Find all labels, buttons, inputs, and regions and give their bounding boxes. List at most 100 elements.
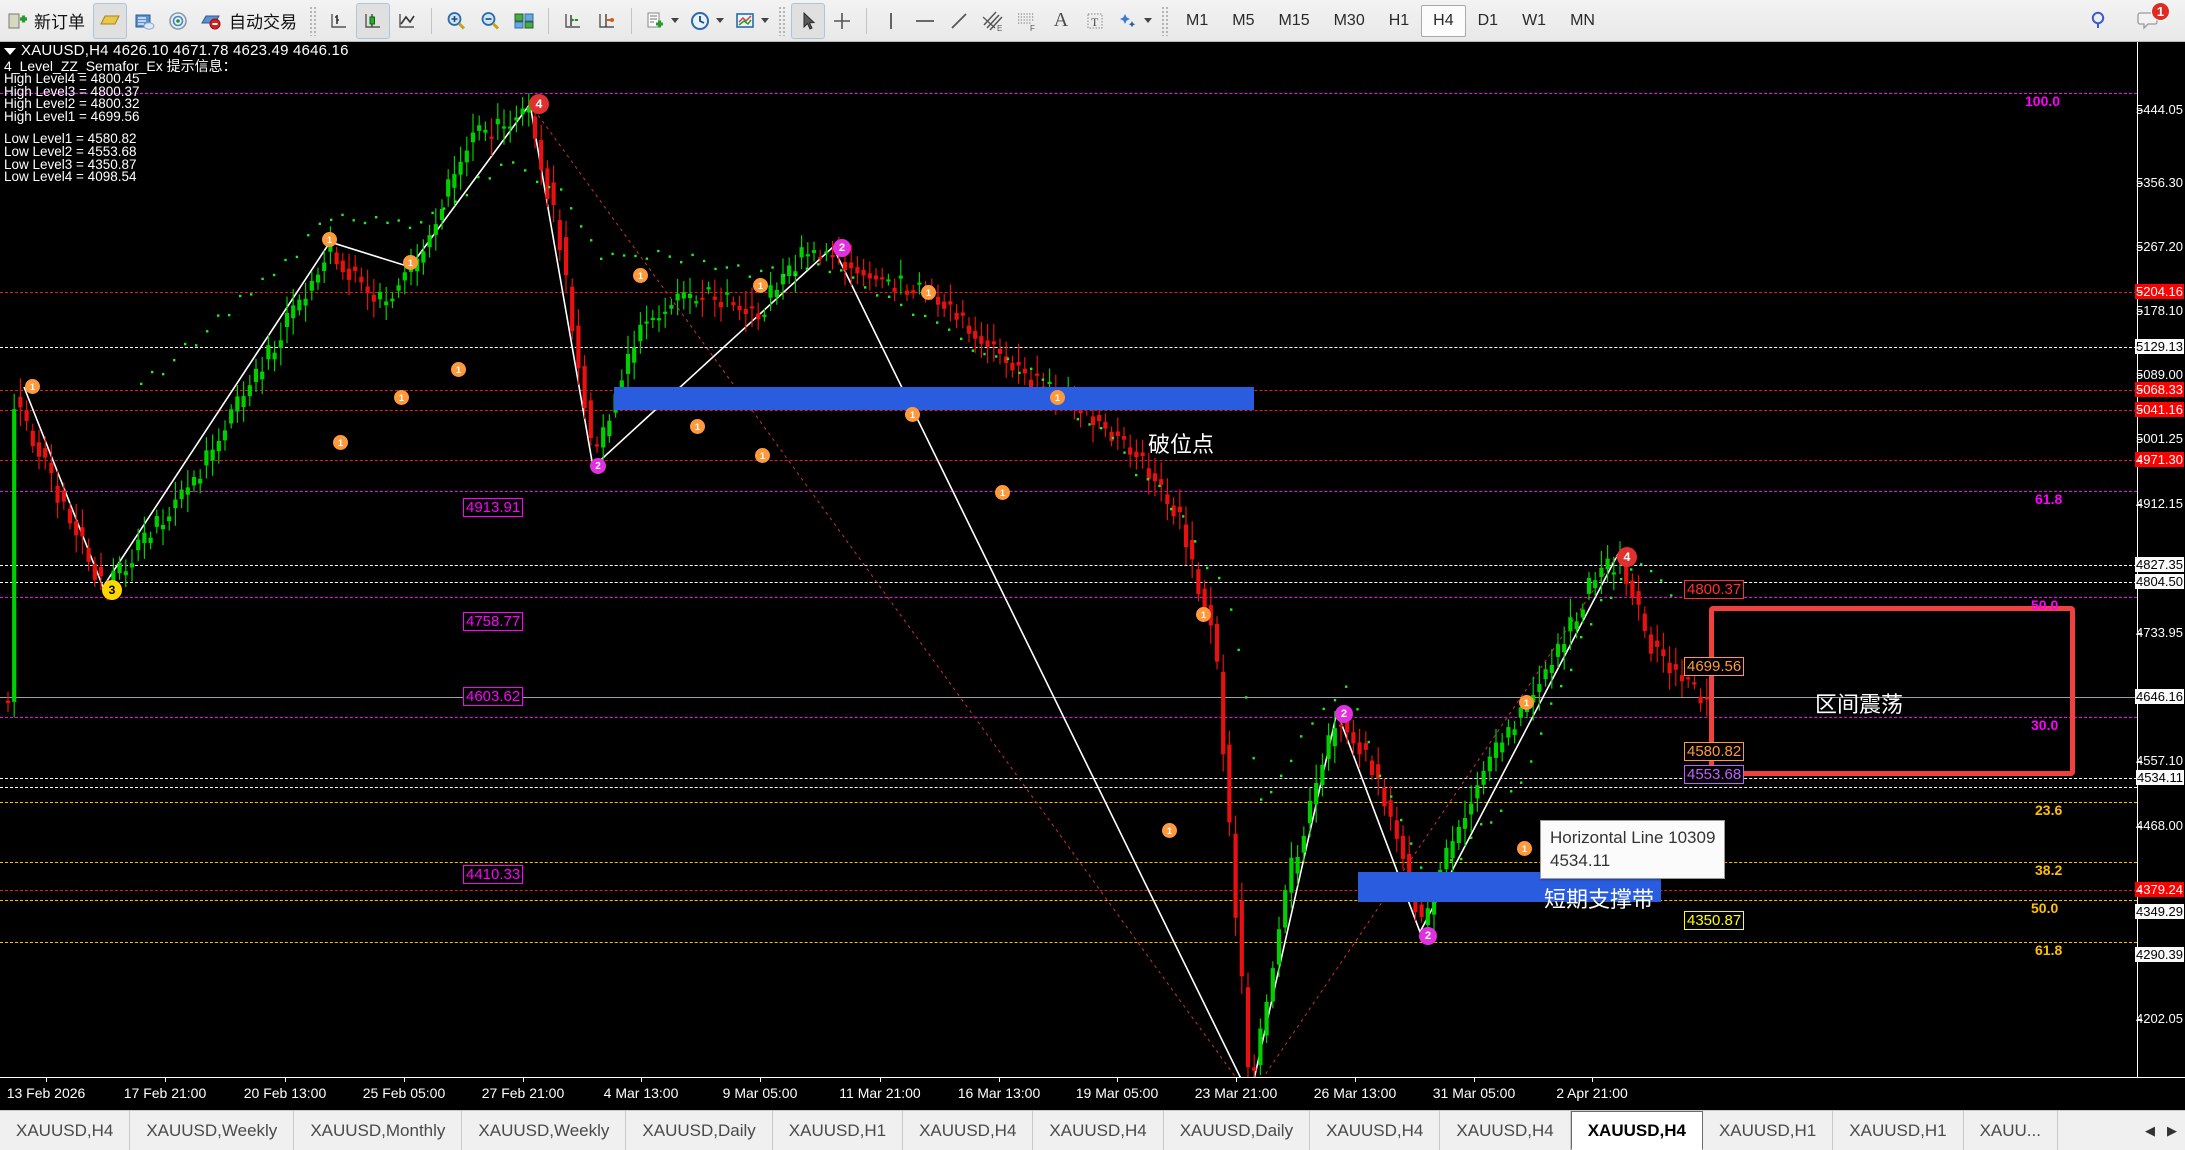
zoom-out-button[interactable] xyxy=(473,3,507,39)
timeframe-m5-button[interactable]: M5 xyxy=(1232,11,1255,29)
period-icon xyxy=(691,11,709,30)
horizontal-level-line[interactable] xyxy=(0,862,2137,863)
price-tag-4410.33[interactable]: 4410.33 xyxy=(463,865,524,884)
chart-container[interactable]: 破位点 区间震荡 短期支撑带 4 3 2 2 2 2 4 1 1 1 1 1 1 1 1 1 1 1 1 1 1 1 1 1 1 4… xyxy=(0,42,2185,1110)
chart-tab-4[interactable]: XAUUSD,Daily xyxy=(626,1111,773,1150)
templates-dropdown-caret[interactable] xyxy=(761,18,769,23)
search-button[interactable] xyxy=(2083,3,2117,39)
bar-chart-button[interactable] xyxy=(322,3,356,39)
chat-button[interactable]: 1 xyxy=(2131,1,2170,39)
chart-tab-10[interactable]: XAUUSD,H4 xyxy=(1440,1111,1571,1150)
shapes-button[interactable] xyxy=(1112,3,1157,39)
price-tag-4913.91[interactable]: 4913.91 xyxy=(463,498,524,517)
chart-tab-8[interactable]: XAUUSD,Daily xyxy=(1163,1111,1311,1150)
new-order-button[interactable]: 新订单 xyxy=(2,3,93,39)
chart-tab-5[interactable]: XAUUSD,H1 xyxy=(772,1111,904,1150)
timeframe-w1-button[interactable]: W1 xyxy=(1522,11,1547,29)
timeframe-m1-button[interactable]: M1 xyxy=(1186,11,1209,29)
tooltip-value: 4534.11 xyxy=(1550,851,1611,870)
timeframe-h4-button[interactable]: H4 xyxy=(1421,4,1466,37)
trendline-button[interactable] xyxy=(942,3,976,39)
horizontal-level-line[interactable] xyxy=(0,890,2137,891)
chart-tab-14[interactable]: XAUU... xyxy=(1963,1111,2058,1150)
range-box-annotation[interactable] xyxy=(1709,606,2075,776)
price-axis-label: 5178.10 xyxy=(2136,303,2183,318)
price-tag-4553.68[interactable]: 4553.68 xyxy=(1684,765,1745,784)
chart-annotation-3[interactable]: 短期支撑带 xyxy=(1544,888,1655,913)
indicators-button[interactable] xyxy=(639,3,684,39)
chart-annotation-1[interactable]: 破位点 xyxy=(1148,433,1215,458)
chart-tab-13[interactable]: XAUUSD,H1 xyxy=(1833,1111,1964,1150)
horizontal-level-line[interactable] xyxy=(0,787,2137,788)
chart-tab-9[interactable]: XAUUSD,H4 xyxy=(1310,1111,1441,1150)
vertical-line-button[interactable] xyxy=(874,3,908,39)
horizontal-level-line[interactable] xyxy=(0,802,2137,803)
text-label-button[interactable]: T xyxy=(1078,3,1112,39)
chart-tab-6[interactable]: XAUUSD,H4 xyxy=(903,1111,1034,1150)
channel-button[interactable]: E xyxy=(976,3,1010,39)
timeframe-m15-button[interactable]: M15 xyxy=(1278,11,1310,29)
horizontal-level-line[interactable] xyxy=(0,778,2137,779)
crosshair-button[interactable] xyxy=(825,3,859,39)
chart-tab-7[interactable]: XAUUSD,H4 xyxy=(1033,1111,1164,1150)
resistance-zone[interactable] xyxy=(614,387,1254,410)
price-tag-4350.87[interactable]: 4350.87 xyxy=(1684,911,1745,930)
horizontal-level-line[interactable] xyxy=(0,597,2137,598)
price-tag-4758.77[interactable]: 4758.77 xyxy=(463,612,524,631)
period-dropdown-caret[interactable] xyxy=(716,18,724,23)
indicators-dropdown-caret[interactable] xyxy=(671,18,679,23)
period-button[interactable] xyxy=(684,3,729,39)
shapes-dropdown-caret[interactable] xyxy=(1144,18,1152,23)
horizontal-line-button[interactable] xyxy=(908,3,942,39)
main-toolbar: 新订单 自动交易 xyxy=(0,0,2185,42)
horizontal-level-line[interactable] xyxy=(0,410,2137,411)
chart-tab-2[interactable]: XAUUSD,Monthly xyxy=(294,1111,463,1150)
horizontal-level-line[interactable] xyxy=(0,717,2137,718)
horizontal-level-line[interactable] xyxy=(0,292,2137,293)
tab-prev-button[interactable]: ◀ xyxy=(2145,1122,2155,1138)
chart-plot-area[interactable]: 破位点 区间震荡 短期支撑带 4 3 2 2 2 2 4 1 1 1 1 1 1 1 1 1 1 1 1 1 1 1 1 1 1 4… xyxy=(0,42,2137,1077)
candlestick-chart-button[interactable] xyxy=(356,2,390,39)
chart-tab-12[interactable]: XAUUSD,H1 xyxy=(1702,1111,1834,1150)
horizontal-level-line[interactable] xyxy=(0,347,2137,348)
news-button[interactable] xyxy=(127,3,161,39)
horizontal-level-line[interactable] xyxy=(0,460,2137,461)
autotrading-button[interactable]: 自动交易 xyxy=(195,3,305,39)
autotrading-icon xyxy=(201,15,221,29)
timeframe-mn-button[interactable]: MN xyxy=(1570,11,1595,29)
grid-button[interactable] xyxy=(590,3,624,39)
fibonacci-button[interactable]: F xyxy=(1010,3,1044,39)
timeframe-d1-button[interactable]: D1 xyxy=(1477,11,1499,29)
chart-tab-0[interactable]: XAUUSD,H4 xyxy=(0,1111,131,1150)
timeframe-m30-button[interactable]: M30 xyxy=(1333,11,1365,29)
time-axis[interactable]: 13 Feb 2026 17 Feb 21:00 20 Feb 13:00 25 Fe… xyxy=(0,1077,2185,1110)
horizontal-level-line[interactable] xyxy=(0,942,2137,943)
signal-button[interactable] xyxy=(161,3,195,39)
price-tag-4603.62[interactable]: 4603.62 xyxy=(463,687,524,706)
chart-annotation-2[interactable]: 区间震荡 xyxy=(1815,693,1904,718)
horizontal-level-line[interactable] xyxy=(0,565,2137,566)
chart-tab-3[interactable]: XAUUSD,Weekly xyxy=(462,1111,627,1150)
collapse-triangle-icon[interactable] xyxy=(4,47,16,55)
price-tag-4800.37[interactable]: 4800.37 xyxy=(1684,580,1745,599)
tile-windows-button[interactable] xyxy=(507,3,541,39)
data-window-button[interactable] xyxy=(556,3,590,39)
tab-next-button[interactable]: ▶ xyxy=(2167,1122,2177,1138)
price-tag-4580.82[interactable]: 4580.82 xyxy=(1684,742,1745,761)
horizontal-level-line[interactable] xyxy=(0,93,2137,94)
text-button[interactable]: A xyxy=(1044,3,1078,39)
horizontal-level-line[interactable] xyxy=(0,491,2137,492)
chart-tab-1[interactable]: XAUUSD,Weekly xyxy=(130,1111,295,1150)
folder-button[interactable] xyxy=(93,2,127,39)
timeframe-h1-button[interactable]: H1 xyxy=(1388,11,1410,29)
chart-tab-11[interactable]: XAUUSD,H4 xyxy=(1570,1111,1703,1150)
zoom-in-button[interactable] xyxy=(439,3,473,39)
horizontal-level-line[interactable] xyxy=(0,582,2137,583)
line-chart-button[interactable] xyxy=(390,3,424,39)
cursor-button[interactable] xyxy=(791,2,825,39)
price-axis[interactable]: 5444.05 5356.30 5267.20 5204.16 5178.10 5129.… xyxy=(2135,42,2185,1091)
templates-button[interactable] xyxy=(729,3,774,39)
horizontal-level-line[interactable] xyxy=(0,697,2137,698)
horizontal-level-line[interactable] xyxy=(0,900,2137,901)
price-tag-4699.56[interactable]: 4699.56 xyxy=(1684,657,1745,676)
